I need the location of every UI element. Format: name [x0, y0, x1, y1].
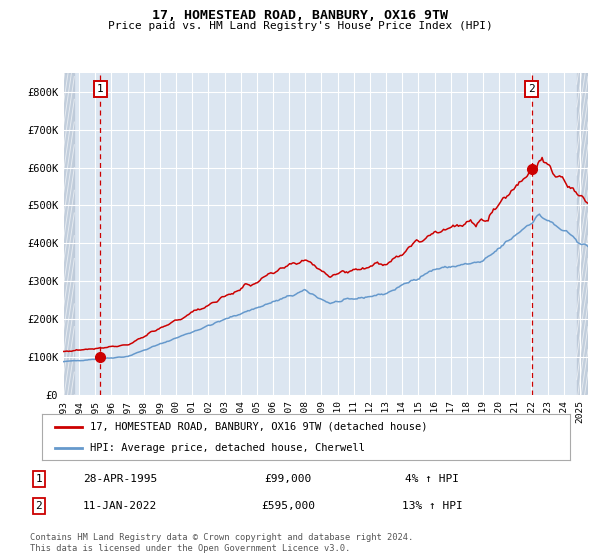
Text: 28-APR-1995: 28-APR-1995 — [83, 474, 157, 484]
Text: 1: 1 — [97, 84, 104, 94]
Text: 2: 2 — [35, 501, 43, 511]
Text: 4% ↑ HPI: 4% ↑ HPI — [405, 474, 459, 484]
Text: 1: 1 — [35, 474, 43, 484]
Text: £99,000: £99,000 — [265, 474, 311, 484]
Text: 17, HOMESTEAD ROAD, BANBURY, OX16 9TW: 17, HOMESTEAD ROAD, BANBURY, OX16 9TW — [152, 9, 448, 22]
Text: HPI: Average price, detached house, Cherwell: HPI: Average price, detached house, Cher… — [89, 443, 365, 453]
Text: 2: 2 — [529, 84, 535, 94]
Text: 11-JAN-2022: 11-JAN-2022 — [83, 501, 157, 511]
Text: Contains HM Land Registry data © Crown copyright and database right 2024.
This d: Contains HM Land Registry data © Crown c… — [30, 533, 413, 553]
Text: 13% ↑ HPI: 13% ↑ HPI — [401, 501, 463, 511]
Text: £595,000: £595,000 — [261, 501, 315, 511]
Text: 17, HOMESTEAD ROAD, BANBURY, OX16 9TW (detached house): 17, HOMESTEAD ROAD, BANBURY, OX16 9TW (d… — [89, 422, 427, 432]
Polygon shape — [577, 73, 588, 395]
Polygon shape — [63, 73, 74, 395]
Text: Price paid vs. HM Land Registry's House Price Index (HPI): Price paid vs. HM Land Registry's House … — [107, 21, 493, 31]
